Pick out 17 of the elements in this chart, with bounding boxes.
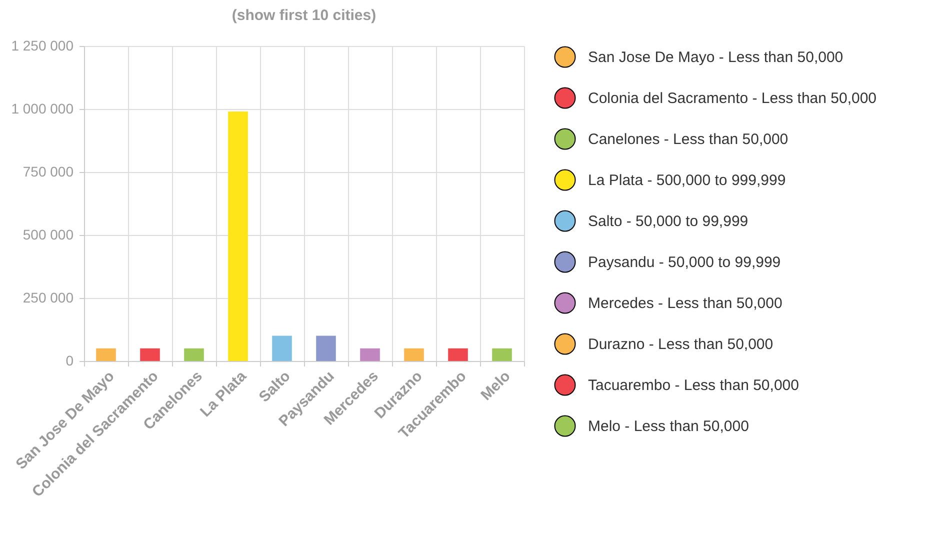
y-tick-label: 0 bbox=[66, 352, 74, 368]
legend-label: Salto - 50,000 to 99,999 bbox=[588, 213, 748, 230]
legend-label: Durazno - Less than 50,000 bbox=[588, 336, 774, 353]
legend-label: Colonia del Sacramento - Less than 50,000 bbox=[588, 90, 877, 107]
y-tick-label: 500 000 bbox=[22, 226, 74, 242]
y-tick-label: 1 250 000 bbox=[11, 38, 74, 54]
legend-label: Paysandu - 50,000 to 99,999 bbox=[588, 254, 781, 271]
y-tick-label: 750 000 bbox=[22, 164, 74, 180]
legend-label: Tacuarembo - Less than 50,000 bbox=[588, 377, 799, 394]
legend-label: Canelones - Less than 50,000 bbox=[588, 131, 788, 148]
chart-title: (show first 10 cities) bbox=[232, 7, 376, 24]
legend-label: La Plata - 500,000 to 999,999 bbox=[588, 172, 786, 189]
legend-label: Melo - Less than 50,000 bbox=[588, 418, 749, 435]
legend-label: San Jose De Mayo - Less than 50,000 bbox=[588, 49, 844, 66]
y-tick-label: 250 000 bbox=[22, 290, 74, 306]
y-tick-label: 1 000 000 bbox=[11, 100, 74, 116]
legend-label: Mercedes - Less than 50,000 bbox=[588, 295, 782, 312]
